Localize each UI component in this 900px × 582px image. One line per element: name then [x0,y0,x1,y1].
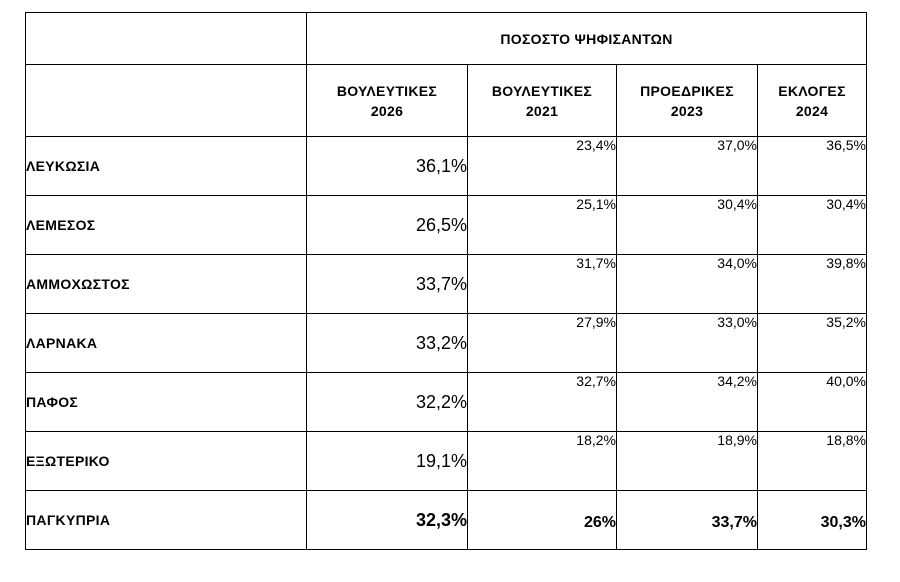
column-header: ΠΡΟΕΔΡΙΚΕΣ 2023 [616,64,758,137]
value-cell: 33,7% [306,254,468,314]
value-cell: 30,4% [616,195,758,255]
total-value-cell: 32,3% [306,490,468,550]
corner-cell [25,12,307,65]
column-header-year: 2026 [370,102,404,119]
table-row: ΛΕΥΚΩΣΙΑ 36,1% 23,4% 37,0% 36,5% [25,136,867,196]
column-header-line1: ΒΟΥΛΕΥΤΙΚΕΣ [336,82,438,99]
turnout-table: ΠΟΣΟΣΤΟ ΨΗΦΙΣΑΝΤΩΝ ΒΟΥΛΕΥΤΙΚΕΣ 2026 ΒΟΥΛ… [25,12,867,550]
super-header: ΠΟΣΟΣΤΟ ΨΗΦΙΣΑΝΤΩΝ [306,12,867,65]
value-cell: 25,1% [467,195,617,255]
region-label: ΛΑΡΝΑΚΑ [25,313,307,373]
column-header: ΕΚΛΟΓΕΣ 2024 [757,64,867,137]
value-cell: 18,2% [467,431,617,491]
column-header-line1: ΠΡΟΕΔΡΙΚΕΣ [640,82,734,99]
value-cell: 32,7% [467,372,617,432]
table-row: ΕΞΩΤΕΡΙΚΟ 19,1% 18,2% 18,9% 18,8% [25,431,867,491]
table-row: ΠΑΦΟΣ 32,2% 32,7% 34,2% 40,0% [25,372,867,432]
region-label: ΑΜΜΟΧΩΣΤΟΣ [25,254,307,314]
column-header-year: 2021 [525,102,559,119]
value-cell: 27,9% [467,313,617,373]
value-cell: 32,2% [306,372,468,432]
corner-cell [25,64,307,137]
value-cell: 36,5% [757,136,867,196]
value-cell: 18,8% [757,431,867,491]
value-cell: 23,4% [467,136,617,196]
value-cell: 31,7% [467,254,617,314]
value-cell: 19,1% [306,431,468,491]
total-value-cell: 30,3% [757,490,867,550]
value-cell: 33,0% [616,313,758,373]
value-cell: 35,2% [757,313,867,373]
value-cell: 37,0% [616,136,758,196]
column-header: ΒΟΥΛΕΥΤΙΚΕΣ 2021 [467,64,617,137]
value-cell: 39,8% [757,254,867,314]
total-value-cell: 33,7% [616,490,758,550]
column-header-row: ΒΟΥΛΕΥΤΙΚΕΣ 2026 ΒΟΥΛΕΥΤΙΚΕΣ 2021 ΠΡΟΕΔΡ… [25,64,867,137]
value-cell: 26,5% [306,195,468,255]
table-row: ΑΜΜΟΧΩΣΤΟΣ 33,7% 31,7% 34,0% 39,8% [25,254,867,314]
region-label: ΕΞΩΤΕΡΙΚΟ [25,431,307,491]
super-header-row: ΠΟΣΟΣΤΟ ΨΗΦΙΣΑΝΤΩΝ [25,12,867,65]
value-cell: 30,4% [757,195,867,255]
value-cell: 40,0% [757,372,867,432]
region-label: ΠΑΦΟΣ [25,372,307,432]
region-label: ΛΕΜΕΣΟΣ [25,195,307,255]
column-header-year: 2023 [670,102,704,119]
value-cell: 36,1% [306,136,468,196]
region-label: ΛΕΥΚΩΣΙΑ [25,136,307,196]
column-header: ΒΟΥΛΕΥΤΙΚΕΣ 2026 [306,64,468,137]
table-row: ΛΕΜΕΣΟΣ 26,5% 25,1% 30,4% 30,4% [25,195,867,255]
value-cell: 18,9% [616,431,758,491]
table-row: ΛΑΡΝΑΚΑ 33,2% 27,9% 33,0% 35,2% [25,313,867,373]
total-row: ΠΑΓΚΥΠΡΙΑ 32,3% 26% 33,7% 30,3% [25,490,867,550]
value-cell: 34,0% [616,254,758,314]
value-cell: 33,2% [306,313,468,373]
total-label: ΠΑΓΚΥΠΡΙΑ [25,490,307,550]
value-cell: 34,2% [616,372,758,432]
column-header-year: 2024 [795,102,829,119]
column-header-line1: ΕΚΛΟΓΕΣ [778,82,846,99]
total-value-cell: 26% [467,490,617,550]
column-header-line1: ΒΟΥΛΕΥΤΙΚΕΣ [491,82,593,99]
